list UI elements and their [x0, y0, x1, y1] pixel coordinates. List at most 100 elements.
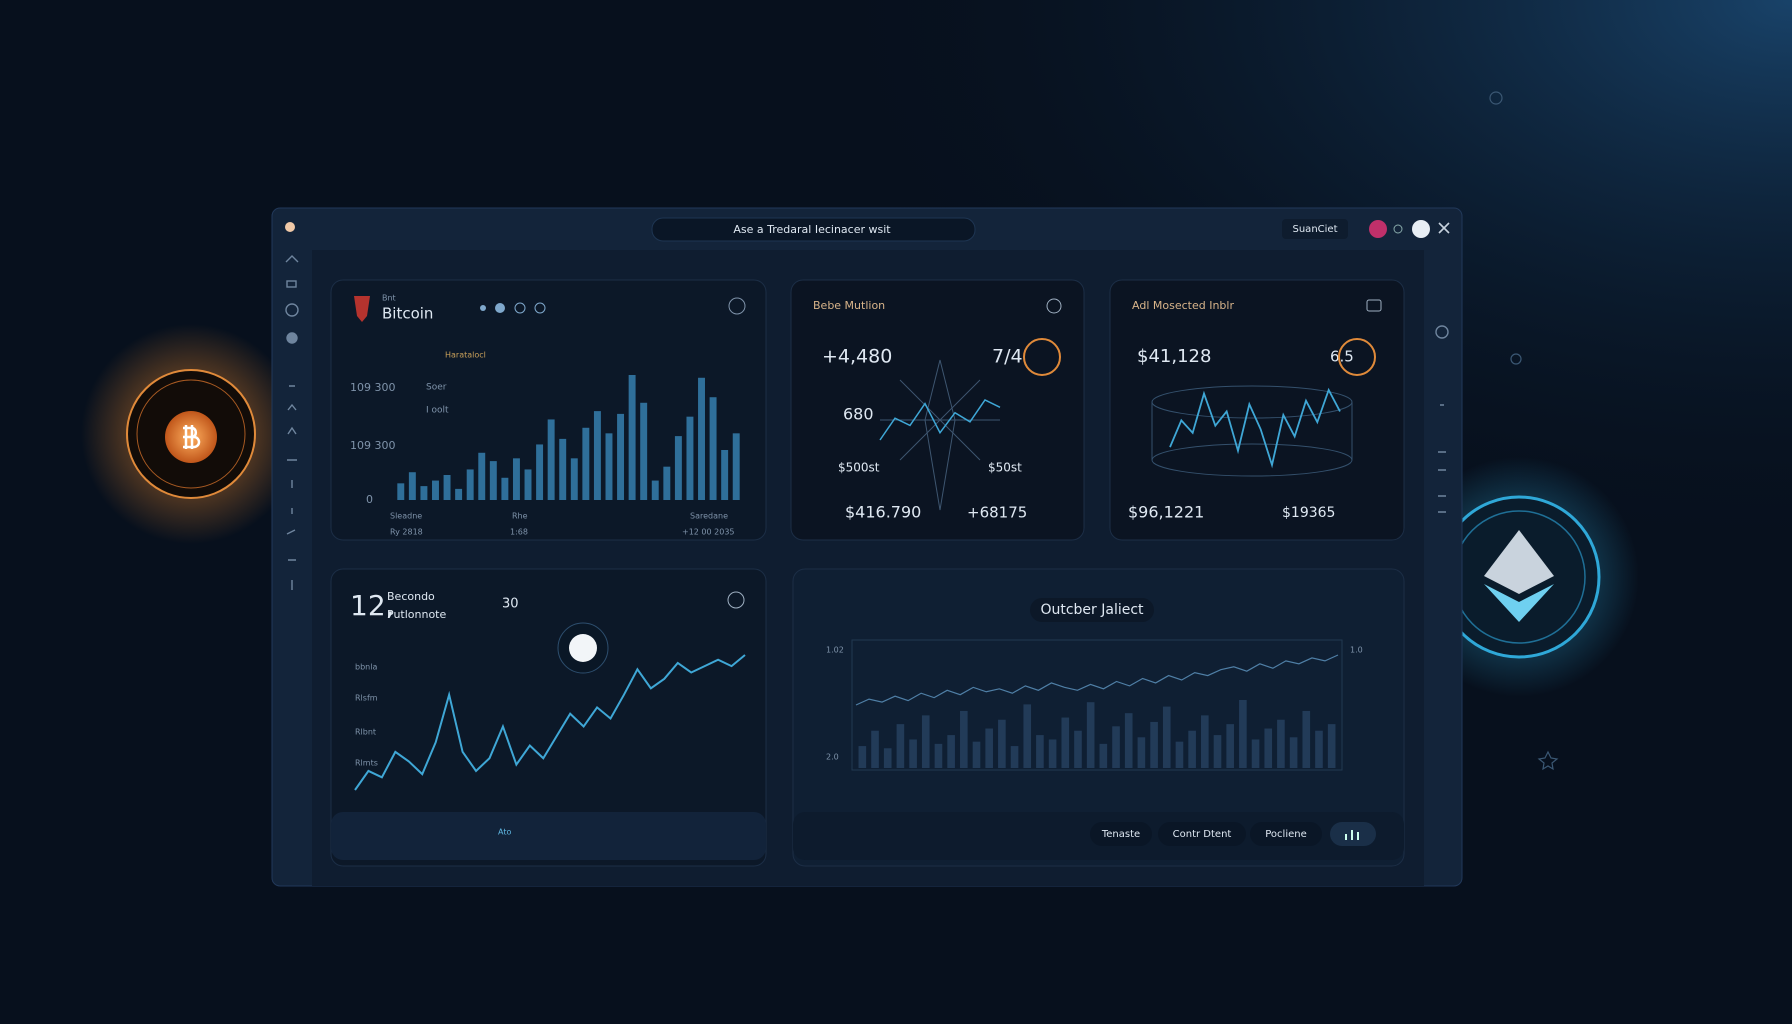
y-label: 0 — [366, 493, 373, 506]
y-label: Rlsfm — [355, 694, 378, 703]
bar — [640, 402, 648, 500]
search-bar[interactable] — [651, 217, 976, 242]
bar — [674, 436, 682, 500]
chat-icon[interactable] — [1366, 299, 1382, 312]
bar — [1315, 730, 1323, 768]
mid-value: 680 — [843, 405, 874, 424]
action-dot[interactable] — [480, 305, 486, 311]
line — [1169, 387, 1341, 469]
bar — [1086, 702, 1095, 768]
bitcoin-symbol — [183, 425, 201, 449]
x-label: Sleadne — [390, 512, 422, 521]
total-value: +68175 — [967, 504, 1027, 522]
sidebar-icons[interactable] — [286, 385, 297, 590]
line — [879, 399, 1001, 441]
button[interactable] — [1090, 822, 1152, 846]
line — [855, 654, 1339, 706]
bar — [1251, 739, 1260, 768]
card-title: Bitcoin — [382, 305, 433, 323]
sidebar-icon[interactable] — [285, 303, 299, 317]
sub-value: $50st — [988, 461, 1022, 475]
ratio-value: 6.5 — [1330, 348, 1354, 366]
plot-frame — [851, 639, 1343, 771]
account-label: SuanCiet — [1293, 224, 1338, 235]
sidebar-icon[interactable] — [286, 332, 298, 344]
y-label: Rlmts — [355, 759, 378, 768]
selected-card — [1109, 279, 1405, 541]
bar — [732, 433, 740, 500]
legend-entry: Soer — [426, 383, 447, 393]
bar — [1201, 715, 1209, 768]
sidebar-icon[interactable] — [286, 280, 297, 288]
bar — [1099, 743, 1108, 768]
bar — [1239, 700, 1247, 768]
bar — [1264, 728, 1273, 768]
bar — [909, 739, 917, 768]
bitcoin-card — [330, 279, 767, 541]
sidebar-up[interactable] — [285, 255, 299, 263]
action-dot[interactable] — [514, 302, 526, 314]
bar — [559, 438, 567, 500]
button[interactable] — [1158, 822, 1246, 846]
globe-icon[interactable] — [728, 297, 746, 315]
bar — [998, 719, 1006, 768]
bar — [1112, 726, 1120, 768]
bar — [628, 375, 636, 500]
bar — [871, 730, 879, 768]
bar — [1124, 713, 1133, 768]
bar — [709, 397, 717, 500]
footer-label: Ato — [498, 828, 511, 837]
add-icon[interactable] — [1046, 298, 1062, 314]
card-title: Bebe Mutlion — [813, 299, 885, 312]
bar — [466, 469, 474, 500]
mutation-card — [790, 279, 1085, 541]
bar — [1048, 739, 1057, 768]
column-head: Haratalocl — [445, 351, 486, 360]
action-dot[interactable] — [534, 302, 546, 314]
right-icon[interactable] — [1435, 325, 1449, 339]
floating-icons — [1489, 91, 1559, 771]
bar — [947, 735, 955, 768]
bar — [1327, 724, 1336, 768]
close-button[interactable] — [1438, 222, 1450, 234]
cylinder-sides — [1151, 402, 1353, 460]
bar — [1277, 719, 1285, 768]
right-icons[interactable] — [1438, 404, 1446, 513]
footer-label: +12 00 2035 — [682, 528, 735, 537]
status-icon[interactable] — [1393, 224, 1403, 234]
chart-button-icon — [1345, 830, 1359, 840]
wallet-icon[interactable] — [1412, 220, 1430, 238]
seconds-card — [330, 568, 767, 867]
floating-icon — [1489, 91, 1503, 105]
bar — [686, 416, 694, 500]
button[interactable] — [1250, 822, 1322, 846]
account-button[interactable] — [1282, 219, 1348, 239]
y-label: 2.0 — [826, 753, 839, 762]
bar — [512, 458, 520, 500]
bar — [536, 444, 544, 500]
footer-label: 1:68 — [510, 528, 528, 537]
bar — [489, 461, 497, 500]
legend-entry: I oolt — [426, 406, 449, 416]
caption: Becondo — [387, 590, 435, 603]
bar — [1226, 724, 1234, 768]
bar — [408, 472, 416, 500]
bar — [397, 483, 405, 500]
bar — [883, 748, 892, 768]
bar — [651, 480, 659, 500]
card-title: Adl Mosected Inblr — [1132, 299, 1234, 312]
avatar[interactable] — [1369, 220, 1387, 238]
star-lines — [880, 359, 1000, 511]
ethereum-top — [1484, 530, 1554, 594]
badge: 30 — [502, 597, 519, 612]
x-label: Saredane — [690, 512, 728, 521]
bar — [570, 458, 578, 500]
bar — [1188, 730, 1196, 768]
bar — [896, 724, 905, 768]
bar — [1036, 735, 1044, 768]
menu-icon[interactable] — [727, 591, 745, 609]
subject-card — [792, 568, 1405, 867]
y2-label: 1.0 — [1350, 646, 1363, 655]
action-dot[interactable] — [495, 303, 505, 313]
